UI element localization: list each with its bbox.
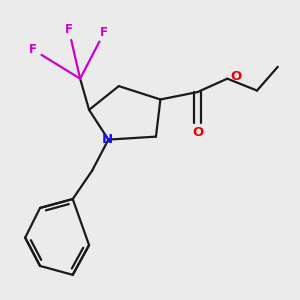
Text: N: N <box>101 133 112 146</box>
Text: F: F <box>100 26 108 39</box>
Text: O: O <box>230 70 241 83</box>
Text: O: O <box>192 126 203 139</box>
Text: F: F <box>29 43 37 56</box>
Text: F: F <box>65 23 73 36</box>
